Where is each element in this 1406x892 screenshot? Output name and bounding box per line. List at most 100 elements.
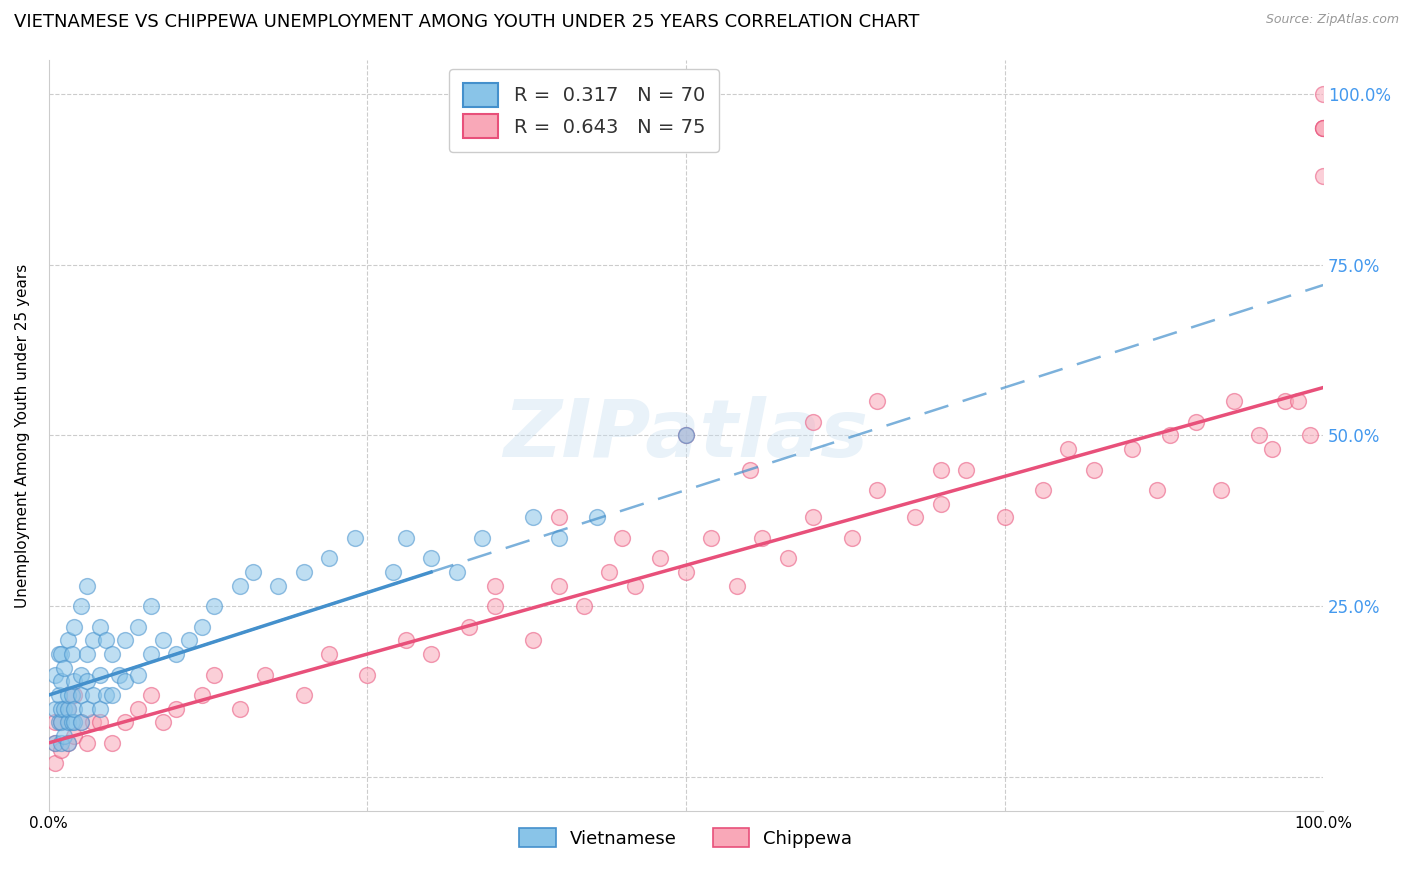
- Chippewa: [44, 715, 66, 730]
- Vietnamese: [44, 667, 66, 681]
- Chippewa: [1312, 120, 1334, 135]
- Chippewa: [318, 647, 340, 661]
- Chippewa: [675, 565, 697, 579]
- Chippewa: [751, 531, 773, 545]
- Chippewa: [101, 736, 124, 750]
- Vietnamese: [56, 702, 79, 716]
- Vietnamese: [53, 702, 76, 716]
- Vietnamese: [69, 667, 91, 681]
- Vietnamese: [82, 633, 104, 648]
- Chippewa: [63, 729, 86, 743]
- Vietnamese: [101, 688, 124, 702]
- Vietnamese: [63, 674, 86, 689]
- Chippewa: [675, 428, 697, 442]
- Chippewa: [1057, 442, 1080, 456]
- Vietnamese: [190, 620, 212, 634]
- Vietnamese: [76, 579, 98, 593]
- Chippewa: [44, 736, 66, 750]
- Vietnamese: [56, 633, 79, 648]
- Vietnamese: [76, 647, 98, 661]
- Vietnamese: [177, 633, 200, 648]
- Vietnamese: [51, 702, 73, 716]
- Chippewa: [484, 579, 506, 593]
- Vietnamese: [420, 551, 443, 566]
- Vietnamese: [471, 531, 494, 545]
- Vietnamese: [108, 667, 131, 681]
- Vietnamese: [53, 661, 76, 675]
- Chippewa: [776, 551, 799, 566]
- Vietnamese: [76, 674, 98, 689]
- Vietnamese: [48, 688, 70, 702]
- Chippewa: [547, 579, 569, 593]
- Chippewa: [598, 565, 620, 579]
- Chippewa: [51, 742, 73, 756]
- Vietnamese: [56, 715, 79, 730]
- Chippewa: [458, 620, 481, 634]
- Chippewa: [866, 483, 889, 497]
- Vietnamese: [242, 565, 264, 579]
- Vietnamese: [69, 715, 91, 730]
- Chippewa: [803, 510, 825, 524]
- Vietnamese: [394, 531, 416, 545]
- Vietnamese: [446, 565, 468, 579]
- Vietnamese: [89, 620, 111, 634]
- Chippewa: [204, 667, 226, 681]
- Vietnamese: [56, 688, 79, 702]
- Vietnamese: [63, 620, 86, 634]
- Vietnamese: [51, 647, 73, 661]
- Chippewa: [76, 736, 98, 750]
- Vietnamese: [127, 620, 149, 634]
- Legend: Vietnamese, Chippewa: Vietnamese, Chippewa: [512, 821, 859, 855]
- Chippewa: [1121, 442, 1143, 456]
- Vietnamese: [165, 647, 187, 661]
- Vietnamese: [53, 729, 76, 743]
- Chippewa: [51, 715, 73, 730]
- Vietnamese: [343, 531, 366, 545]
- Chippewa: [803, 415, 825, 429]
- Vietnamese: [318, 551, 340, 566]
- Chippewa: [152, 715, 174, 730]
- Chippewa: [1223, 394, 1246, 409]
- Vietnamese: [56, 736, 79, 750]
- Vietnamese: [127, 667, 149, 681]
- Vietnamese: [101, 647, 124, 661]
- Vietnamese: [381, 565, 404, 579]
- Chippewa: [1312, 120, 1334, 135]
- Vietnamese: [675, 428, 697, 442]
- Chippewa: [572, 599, 595, 614]
- Chippewa: [1312, 169, 1334, 183]
- Vietnamese: [204, 599, 226, 614]
- Chippewa: [229, 702, 252, 716]
- Y-axis label: Unemployment Among Youth under 25 years: Unemployment Among Youth under 25 years: [15, 263, 30, 607]
- Chippewa: [254, 667, 277, 681]
- Chippewa: [190, 688, 212, 702]
- Vietnamese: [60, 688, 83, 702]
- Chippewa: [1032, 483, 1054, 497]
- Chippewa: [904, 510, 927, 524]
- Chippewa: [841, 531, 863, 545]
- Chippewa: [165, 702, 187, 716]
- Chippewa: [69, 715, 91, 730]
- Chippewa: [612, 531, 634, 545]
- Vietnamese: [51, 736, 73, 750]
- Vietnamese: [114, 633, 136, 648]
- Chippewa: [1261, 442, 1284, 456]
- Vietnamese: [82, 688, 104, 702]
- Chippewa: [1274, 394, 1296, 409]
- Vietnamese: [63, 715, 86, 730]
- Vietnamese: [48, 715, 70, 730]
- Text: ZIPatlas: ZIPatlas: [503, 396, 869, 475]
- Vietnamese: [44, 702, 66, 716]
- Chippewa: [725, 579, 748, 593]
- Vietnamese: [69, 599, 91, 614]
- Vietnamese: [44, 736, 66, 750]
- Chippewa: [624, 579, 647, 593]
- Chippewa: [650, 551, 672, 566]
- Vietnamese: [547, 531, 569, 545]
- Vietnamese: [292, 565, 315, 579]
- Vietnamese: [48, 647, 70, 661]
- Chippewa: [547, 510, 569, 524]
- Chippewa: [44, 756, 66, 771]
- Chippewa: [1312, 87, 1334, 101]
- Chippewa: [1249, 428, 1271, 442]
